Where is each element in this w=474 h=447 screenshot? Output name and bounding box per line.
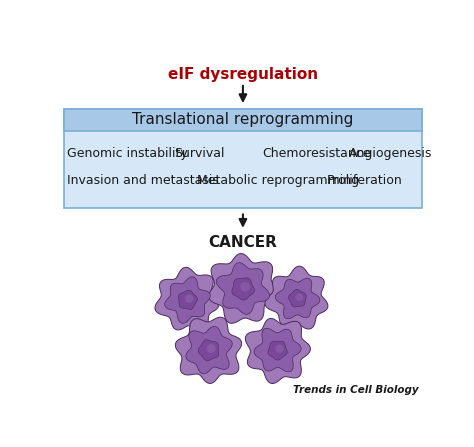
- Text: CANCER: CANCER: [209, 236, 277, 250]
- Text: Trends in Cell Biology: Trends in Cell Biology: [293, 385, 419, 395]
- Polygon shape: [275, 278, 320, 319]
- Polygon shape: [186, 326, 232, 374]
- Polygon shape: [289, 289, 306, 307]
- Polygon shape: [268, 341, 287, 360]
- Text: Survival: Survival: [174, 147, 225, 160]
- FancyBboxPatch shape: [64, 109, 421, 131]
- Polygon shape: [209, 253, 278, 323]
- Polygon shape: [155, 267, 219, 330]
- Polygon shape: [198, 340, 219, 361]
- Circle shape: [185, 295, 193, 303]
- Polygon shape: [246, 318, 310, 384]
- Text: Invasion and metastasis: Invasion and metastasis: [66, 174, 219, 187]
- FancyBboxPatch shape: [64, 109, 421, 208]
- Circle shape: [275, 345, 283, 353]
- Text: Chemoresistance: Chemoresistance: [262, 147, 371, 160]
- Text: eIF dysregulation: eIF dysregulation: [168, 67, 318, 83]
- Text: Metabolic reprogramming: Metabolic reprogramming: [198, 174, 360, 187]
- Polygon shape: [216, 263, 270, 314]
- Circle shape: [207, 344, 216, 353]
- Polygon shape: [254, 329, 301, 372]
- Text: Angiogenesis: Angiogenesis: [349, 147, 433, 160]
- Polygon shape: [164, 277, 210, 323]
- Circle shape: [240, 282, 250, 292]
- Text: Genomic instability: Genomic instability: [66, 147, 187, 160]
- Polygon shape: [175, 317, 242, 384]
- Polygon shape: [265, 266, 328, 329]
- Circle shape: [295, 293, 303, 301]
- Polygon shape: [232, 278, 255, 300]
- Text: Proliferation: Proliferation: [327, 174, 402, 187]
- Text: Translational reprogramming: Translational reprogramming: [132, 112, 354, 127]
- Polygon shape: [178, 290, 197, 309]
